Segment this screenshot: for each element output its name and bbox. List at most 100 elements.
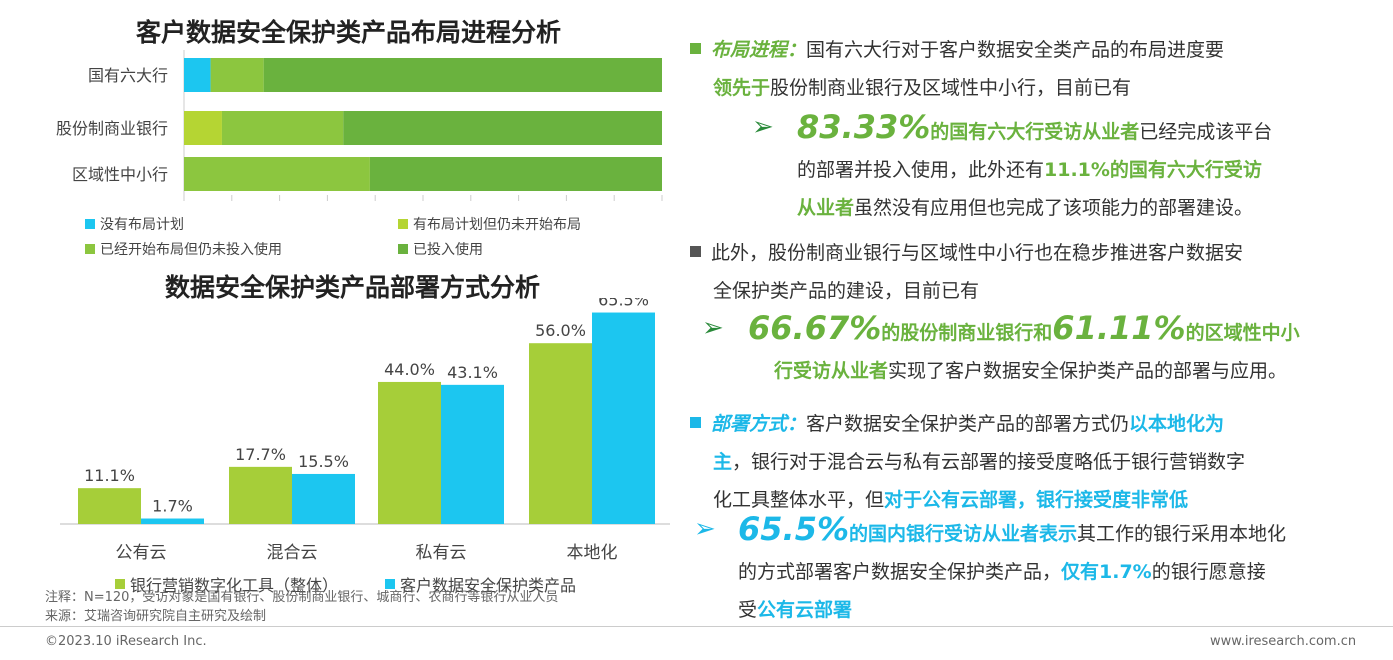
chart1-legend-item: 没有布局计划 [85, 214, 184, 234]
highlight: 的国有六大行受访从业者 [930, 121, 1140, 143]
chart2-bar [378, 381, 441, 524]
highlight: 从业者 [797, 197, 855, 219]
chart1-legend-item: 已经开始布局但仍未投入使用 [85, 239, 282, 259]
chart1-bar-segment [369, 157, 662, 191]
legend-swatch [115, 579, 125, 589]
text: 其工作的银行采用本地化 [1077, 523, 1287, 545]
footer-site: www.iresearch.com.cn [1210, 634, 1357, 649]
highlight: 领先于 [713, 77, 771, 99]
chart2-data-label: 17.7% [235, 445, 286, 464]
chart2-bar [592, 312, 655, 524]
arrow-bullet-icon: ➢ [702, 313, 724, 343]
chart2-bar [229, 466, 292, 524]
sub-point-1: 83.33%的国有六大行受访从业者已经完成该平台 的部署并投入使用，此外还有11… [797, 108, 1387, 227]
chart2-category-label: 私有云 [416, 543, 467, 563]
chart2-bar [141, 518, 204, 524]
chart2-category-label: 本地化 [567, 543, 618, 563]
square-bullet-icon [690, 246, 701, 257]
lead-label: 部署方式： [711, 413, 807, 435]
footer-source: 来源：艾瑞咨询研究院自主研究及绘制 [45, 609, 267, 624]
chart2-bar [78, 488, 141, 524]
chart1-bar-segment [184, 111, 222, 145]
chart2-data-label: 43.1% [447, 363, 498, 382]
lead-label: 布局进程： [711, 39, 807, 61]
para-deployment: 部署方式：客户数据安全保护类产品的部署方式仍以本地化为 主，银行对于混合云与私有… [690, 405, 1380, 519]
text: 虽然没有应用但也完成了该项能力的部署建设。 [854, 197, 1254, 219]
legend-swatch [398, 244, 408, 254]
text: 受 [738, 599, 758, 621]
chart2-bar [529, 343, 592, 524]
chart1-bar-segment [343, 111, 662, 145]
legend-label: 已投入使用 [413, 242, 483, 258]
chart2-data-label: 56.0% [535, 321, 586, 340]
text: 国有六大行对于客户数据安全类产品的布局进度要 [806, 39, 1225, 61]
big-number: 61.11% [1052, 309, 1186, 347]
text: 的部署并投入使用，此外还有 [797, 159, 1045, 181]
highlight: 公有云部署 [757, 599, 853, 621]
text: 此外，股份制商业银行与区域性中小行也在稳步推进客户数据安 [711, 242, 1244, 264]
chart1-bar-segment [221, 111, 344, 145]
sub-point-2: 66.67%的股份制商业银行和61.11%的区域性中小 行受访从业者实现了客户数… [748, 309, 1388, 390]
arrow-bullet-icon: ➢ [694, 514, 716, 544]
chart1-category-label: 区域性中小行 [72, 165, 168, 184]
legend-label: 客户数据安全保护类产品 [400, 576, 577, 595]
highlight: 的国内银行受访从业者表示 [849, 523, 1078, 545]
highlight: 的区域性中小 [1185, 322, 1300, 344]
highlight: 以本地化为 [1129, 413, 1225, 435]
footer-copyright: ©2023.10 iResearch Inc. [45, 634, 207, 649]
chart2-data-label: 44.0% [384, 360, 435, 379]
chart2-bar [292, 473, 355, 524]
para-layout-progress: 布局进程：国有六大行对于客户数据安全类产品的布局进度要 领先于股份制商业银行及区… [690, 31, 1380, 107]
chart1-category-label: 股份制商业银行 [56, 119, 168, 138]
chart2-data-label: 1.7% [152, 497, 193, 516]
chart1-bar-segment [263, 58, 662, 92]
chart2-category-label: 混合云 [267, 543, 318, 563]
highlight: 11.1%的国有六大行受访 [1044, 159, 1262, 181]
para-others: 此外，股份制商业银行与区域性中小行也在稳步推进客户数据安 全保护类产品的建设，目… [690, 234, 1380, 310]
chart1-bar-segment [210, 58, 264, 92]
text: ，银行对于混合云与私有云部署的接受度略低于银行营销数字 [732, 451, 1246, 473]
chart2-legend-item: 客户数据安全保护类产品 [385, 572, 576, 596]
chart1-bar-segment [184, 58, 211, 92]
text: 已经完成该平台 [1139, 121, 1273, 143]
big-number: 83.33% [797, 108, 931, 146]
chart2-bar [441, 384, 504, 524]
square-bullet-icon [690, 417, 701, 428]
legend-swatch [85, 244, 95, 254]
legend-swatch [385, 579, 395, 589]
arrow-bullet-icon: ➢ [752, 112, 774, 142]
sub-point-3: 65.5%的国内银行受访从业者表示其工作的银行采用本地化 的方式部署客户数据安全… [738, 510, 1388, 629]
chart2-plot: 11.1% 1.7% 公有云 17.7% 15.5% 混合云 44.0% 43.1% 私有云 56… [60, 298, 670, 563]
chart1-legend-item: 有布局计划但仍未开始布局 [398, 214, 581, 234]
chart2-category-label: 公有云 [116, 543, 167, 563]
text: 股份制商业银行及区域性中小行，目前已有 [770, 77, 1132, 99]
legend-label: 没有布局计划 [100, 217, 184, 233]
text: 全保护类产品的建设，目前已有 [713, 280, 980, 302]
chart2-data-label: 11.1% [84, 466, 135, 485]
chart2-legend-item: 银行营销数字化工具（整体） [115, 572, 338, 596]
legend-swatch [398, 219, 408, 229]
text: 的方式部署客户数据安全保护类产品， [738, 561, 1062, 583]
legend-label: 有布局计划但仍未开始布局 [413, 217, 581, 233]
highlight: 仅有1.7% [1061, 561, 1152, 583]
text: 的银行愿意接 [1151, 561, 1266, 583]
chart1-category-label: 国有六大行 [88, 66, 168, 85]
footer-divider [0, 626, 1393, 627]
text: 客户数据安全保护类产品的部署方式仍 [806, 413, 1130, 435]
chart2-data-label: 15.5% [298, 452, 349, 471]
footer-note: 注释：N=120，受访对象是国有银行、股份制商业银行、城商行、农商行等银行从业人… [45, 590, 559, 605]
big-number: 65.5% [738, 510, 850, 548]
highlight: 的股份制商业银行和 [881, 322, 1053, 344]
square-bullet-icon [690, 43, 701, 54]
text: 实现了客户数据安全保护类产品的部署与应用。 [888, 360, 1288, 382]
chart2-data-label: 65.5% [598, 298, 649, 310]
highlight: 对于公有云部署，银行接受度非常低 [884, 489, 1189, 511]
legend-swatch [85, 219, 95, 229]
text: 化工具整体水平，但 [713, 489, 885, 511]
chart1-legend-item: 已投入使用 [398, 239, 483, 259]
highlight: 主 [713, 451, 733, 473]
legend-label: 银行营销数字化工具（整体） [130, 576, 339, 595]
legend-label: 已经开始布局但仍未投入使用 [100, 242, 282, 258]
big-number: 66.67% [748, 309, 882, 347]
